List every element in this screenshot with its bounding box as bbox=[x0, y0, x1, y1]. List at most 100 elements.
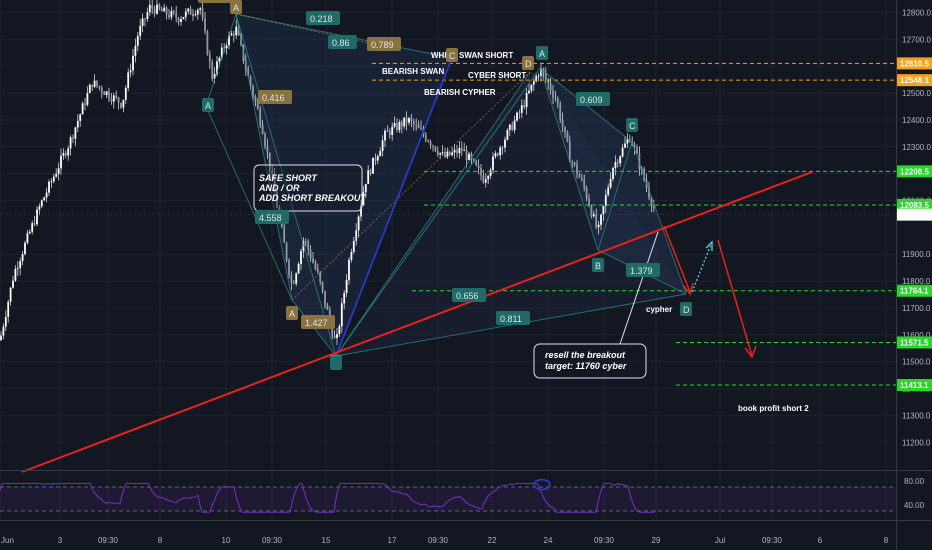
pattern-leg bbox=[235, 13, 337, 357]
candlestick-series bbox=[0, 0, 655, 345]
annotation-text: BEARISH SWAN bbox=[382, 67, 444, 76]
candle-body bbox=[592, 214, 595, 217]
candle-body bbox=[537, 75, 540, 77]
candle-body bbox=[307, 241, 310, 250]
candle-body bbox=[151, 4, 154, 9]
pattern-point-badge bbox=[680, 302, 692, 316]
candle-body bbox=[124, 87, 127, 100]
price-label-badge bbox=[897, 57, 932, 70]
candle-body bbox=[583, 179, 586, 188]
candle-body bbox=[580, 177, 583, 180]
candle-body bbox=[168, 14, 170, 18]
candle-body bbox=[103, 92, 106, 95]
candle-body bbox=[105, 91, 108, 95]
pattern-leg bbox=[205, 13, 237, 107]
pattern-fill-xad bbox=[336, 68, 686, 356]
pattern-leg-dashed bbox=[291, 71, 531, 301]
candle-body bbox=[259, 109, 262, 125]
candle-body bbox=[288, 260, 290, 276]
candle-body bbox=[218, 57, 221, 62]
candle-body bbox=[626, 139, 629, 144]
candle-body bbox=[456, 149, 458, 154]
candle-body bbox=[180, 19, 182, 23]
candle-body bbox=[112, 95, 115, 102]
candle-body bbox=[316, 268, 319, 273]
candle-body bbox=[415, 124, 418, 126]
candle-body bbox=[561, 119, 564, 127]
candle-body bbox=[403, 117, 406, 127]
time-axis[interactable]: Jun 3 09:30 8 10 09:30 15 17 09:30 22 24 09:30 29 Jul… bbox=[1, 536, 889, 545]
annotation-text: WHITE SWAN SHORT bbox=[431, 51, 513, 60]
candle-body bbox=[528, 90, 530, 94]
candle-body bbox=[348, 259, 350, 280]
candle-body bbox=[237, 26, 240, 36]
candle-body bbox=[384, 130, 386, 141]
candle-body bbox=[271, 170, 274, 175]
candle-body bbox=[472, 159, 475, 161]
time-tick-label: 22 bbox=[488, 536, 497, 545]
candle-body bbox=[187, 8, 190, 12]
candle-body bbox=[468, 153, 470, 161]
candle-body bbox=[636, 147, 638, 154]
pattern-leg bbox=[235, 13, 293, 301]
candle-body bbox=[576, 164, 578, 175]
ratio-text: 4.558 bbox=[259, 213, 282, 223]
candle-body bbox=[571, 161, 574, 163]
price-tick-label: 12500.0 bbox=[902, 89, 931, 98]
candle-body bbox=[4, 316, 7, 327]
pattern-leg bbox=[631, 141, 687, 295]
candle-body bbox=[266, 145, 269, 153]
candle-body bbox=[122, 99, 125, 108]
callout-1-line: SAFE SHORT bbox=[259, 173, 318, 183]
candle-body bbox=[16, 268, 19, 269]
candle-body bbox=[398, 121, 401, 131]
candle-body bbox=[98, 85, 101, 88]
pattern-point-badge bbox=[446, 48, 458, 62]
candle-body bbox=[609, 179, 612, 188]
candle-body bbox=[91, 84, 94, 87]
candle-body bbox=[372, 157, 374, 174]
candle-body bbox=[283, 226, 286, 243]
candle-body bbox=[132, 55, 134, 71]
candle-body bbox=[146, 12, 149, 19]
candle-body bbox=[439, 152, 442, 155]
candle-body bbox=[76, 120, 79, 128]
ratio-text: 1.427 bbox=[305, 318, 328, 328]
time-tick-label: 24 bbox=[544, 536, 553, 545]
time-tick-label: 10 bbox=[222, 536, 231, 545]
candle-body bbox=[496, 153, 499, 156]
ratio-text: 0.86 bbox=[332, 38, 350, 48]
candle-body bbox=[74, 127, 77, 139]
candle-body bbox=[530, 84, 533, 91]
candle-body bbox=[184, 11, 187, 18]
candle-body bbox=[511, 124, 514, 131]
blue-dotted-head bbox=[705, 240, 713, 251]
price-axis[interactable]: 12800.012700.012600.012500.012400.012300… bbox=[897, 9, 932, 511]
pattern-point-badge bbox=[522, 56, 534, 70]
candle-body bbox=[484, 179, 487, 183]
candle-body bbox=[364, 183, 367, 193]
time-tick-label: 09:30 bbox=[98, 536, 119, 545]
candle-body bbox=[220, 47, 223, 58]
candle-body bbox=[367, 170, 370, 184]
candle-body bbox=[595, 214, 598, 228]
pattern-point-badge bbox=[230, 0, 242, 14]
candle-body bbox=[607, 187, 610, 195]
candle-body bbox=[252, 86, 254, 97]
ratio-badge bbox=[576, 92, 610, 106]
price-label-badge bbox=[897, 208, 932, 221]
price-label-text: 12083.5 bbox=[900, 201, 929, 210]
candle-body bbox=[170, 10, 173, 18]
pattern-point-badge bbox=[202, 98, 214, 112]
candle-body bbox=[616, 162, 619, 164]
candle-body bbox=[451, 152, 454, 156]
candle-body bbox=[410, 118, 413, 121]
candle-body bbox=[357, 216, 360, 231]
rsi-pane bbox=[0, 478, 896, 513]
candle-body bbox=[345, 279, 348, 293]
price-label-text: 12208.5 bbox=[900, 167, 929, 176]
pattern-point-label: D bbox=[525, 59, 532, 69]
candle-body bbox=[400, 121, 403, 127]
